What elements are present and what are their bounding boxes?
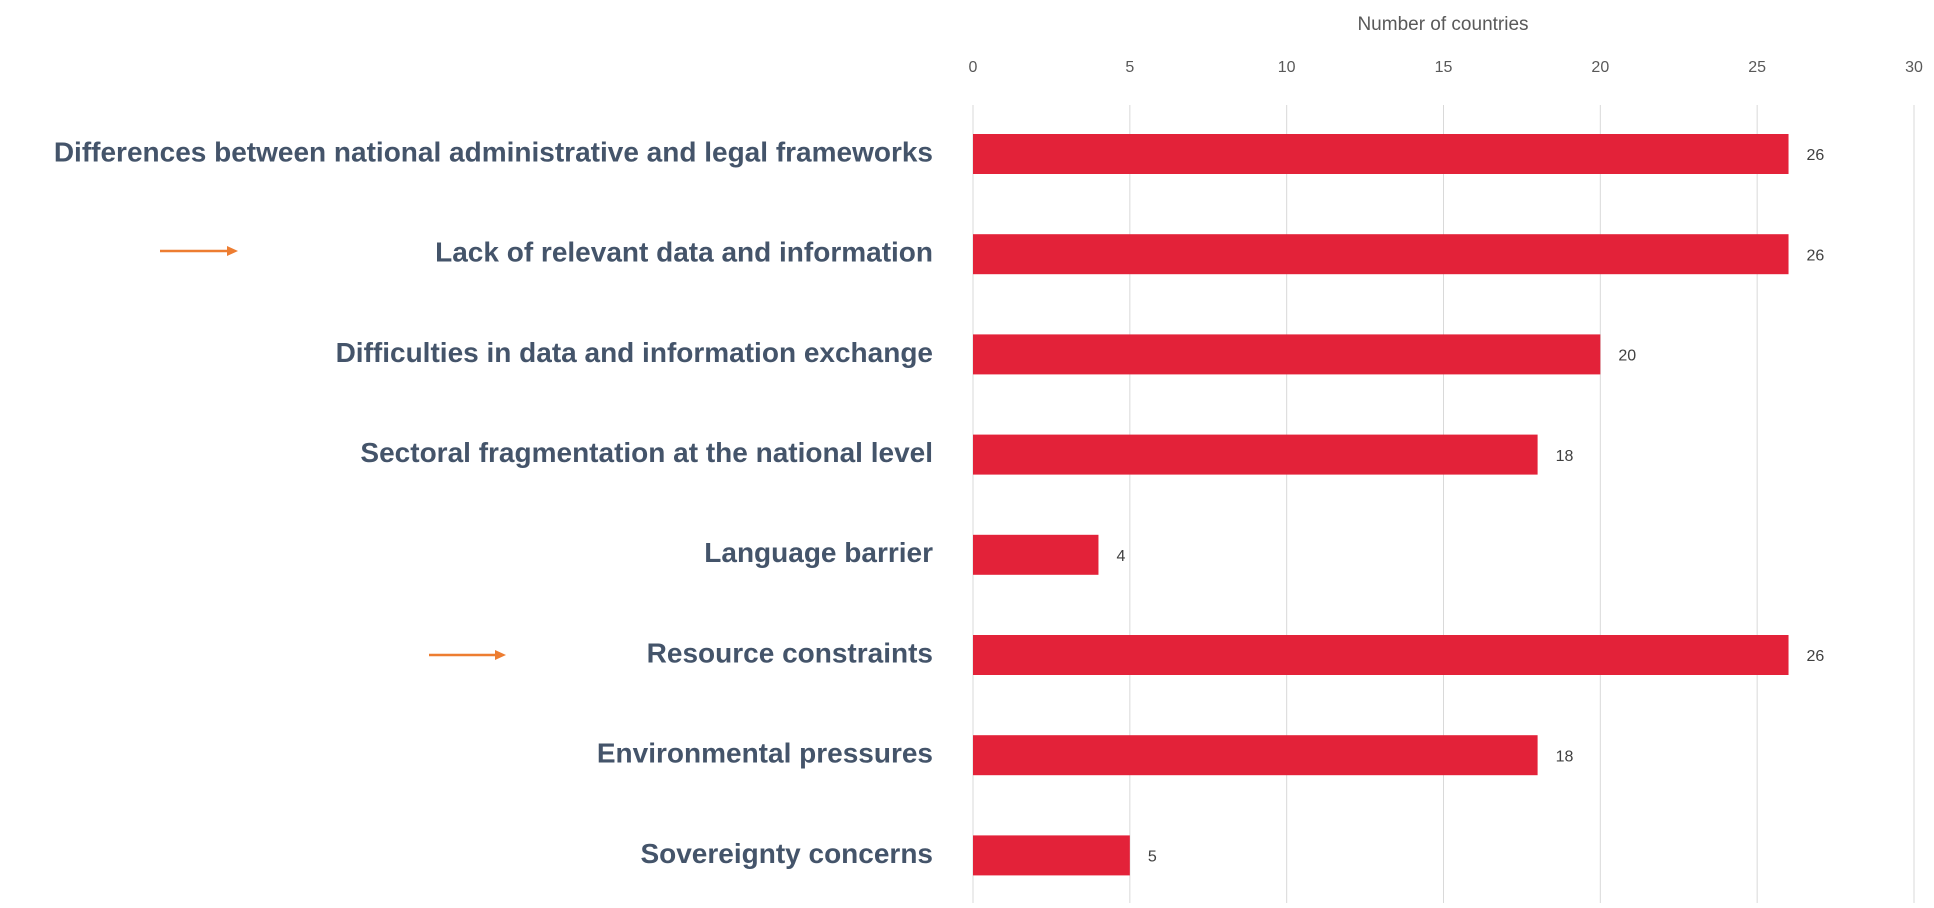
value-label: 5	[1148, 849, 1157, 866]
value-label: 18	[1556, 448, 1574, 465]
value-label: 26	[1807, 247, 1825, 264]
x-tick-label: 25	[1748, 59, 1766, 76]
category-label: Sovereignty concerns	[640, 838, 933, 869]
value-label: 26	[1807, 147, 1825, 164]
category-label: Environmental pressures	[597, 738, 933, 769]
x-tick-label: 0	[969, 59, 978, 76]
bar	[973, 835, 1130, 876]
bar	[973, 334, 1601, 375]
category-label: Difficulties in data and information exc…	[336, 337, 933, 368]
category-label: Lack of relevant data and information	[435, 237, 933, 268]
arrow	[160, 246, 238, 256]
arrow	[429, 650, 506, 660]
bar	[973, 735, 1538, 776]
bar	[973, 234, 1789, 275]
category-label: Resource constraints	[647, 637, 933, 668]
value-label: 4	[1116, 548, 1125, 565]
category-label: Language barrier	[704, 537, 933, 568]
category-label: Differences between national administrat…	[54, 136, 933, 167]
bar	[973, 635, 1789, 675]
x-tick-label: 10	[1278, 59, 1296, 76]
bar	[973, 534, 1099, 575]
value-label: 18	[1556, 748, 1574, 765]
x-tick-label: 15	[1435, 59, 1453, 76]
x-tick-label: 20	[1591, 59, 1609, 76]
axis-title: Number of countries	[1357, 14, 1528, 35]
x-tick-label: 30	[1905, 59, 1923, 76]
value-label: 26	[1807, 648, 1825, 665]
bar	[973, 134, 1789, 174]
x-tick-label: 5	[1125, 59, 1134, 76]
category-label: Sectoral fragmentation at the national l…	[360, 437, 933, 468]
bar	[973, 434, 1538, 475]
value-label: 20	[1618, 348, 1636, 365]
